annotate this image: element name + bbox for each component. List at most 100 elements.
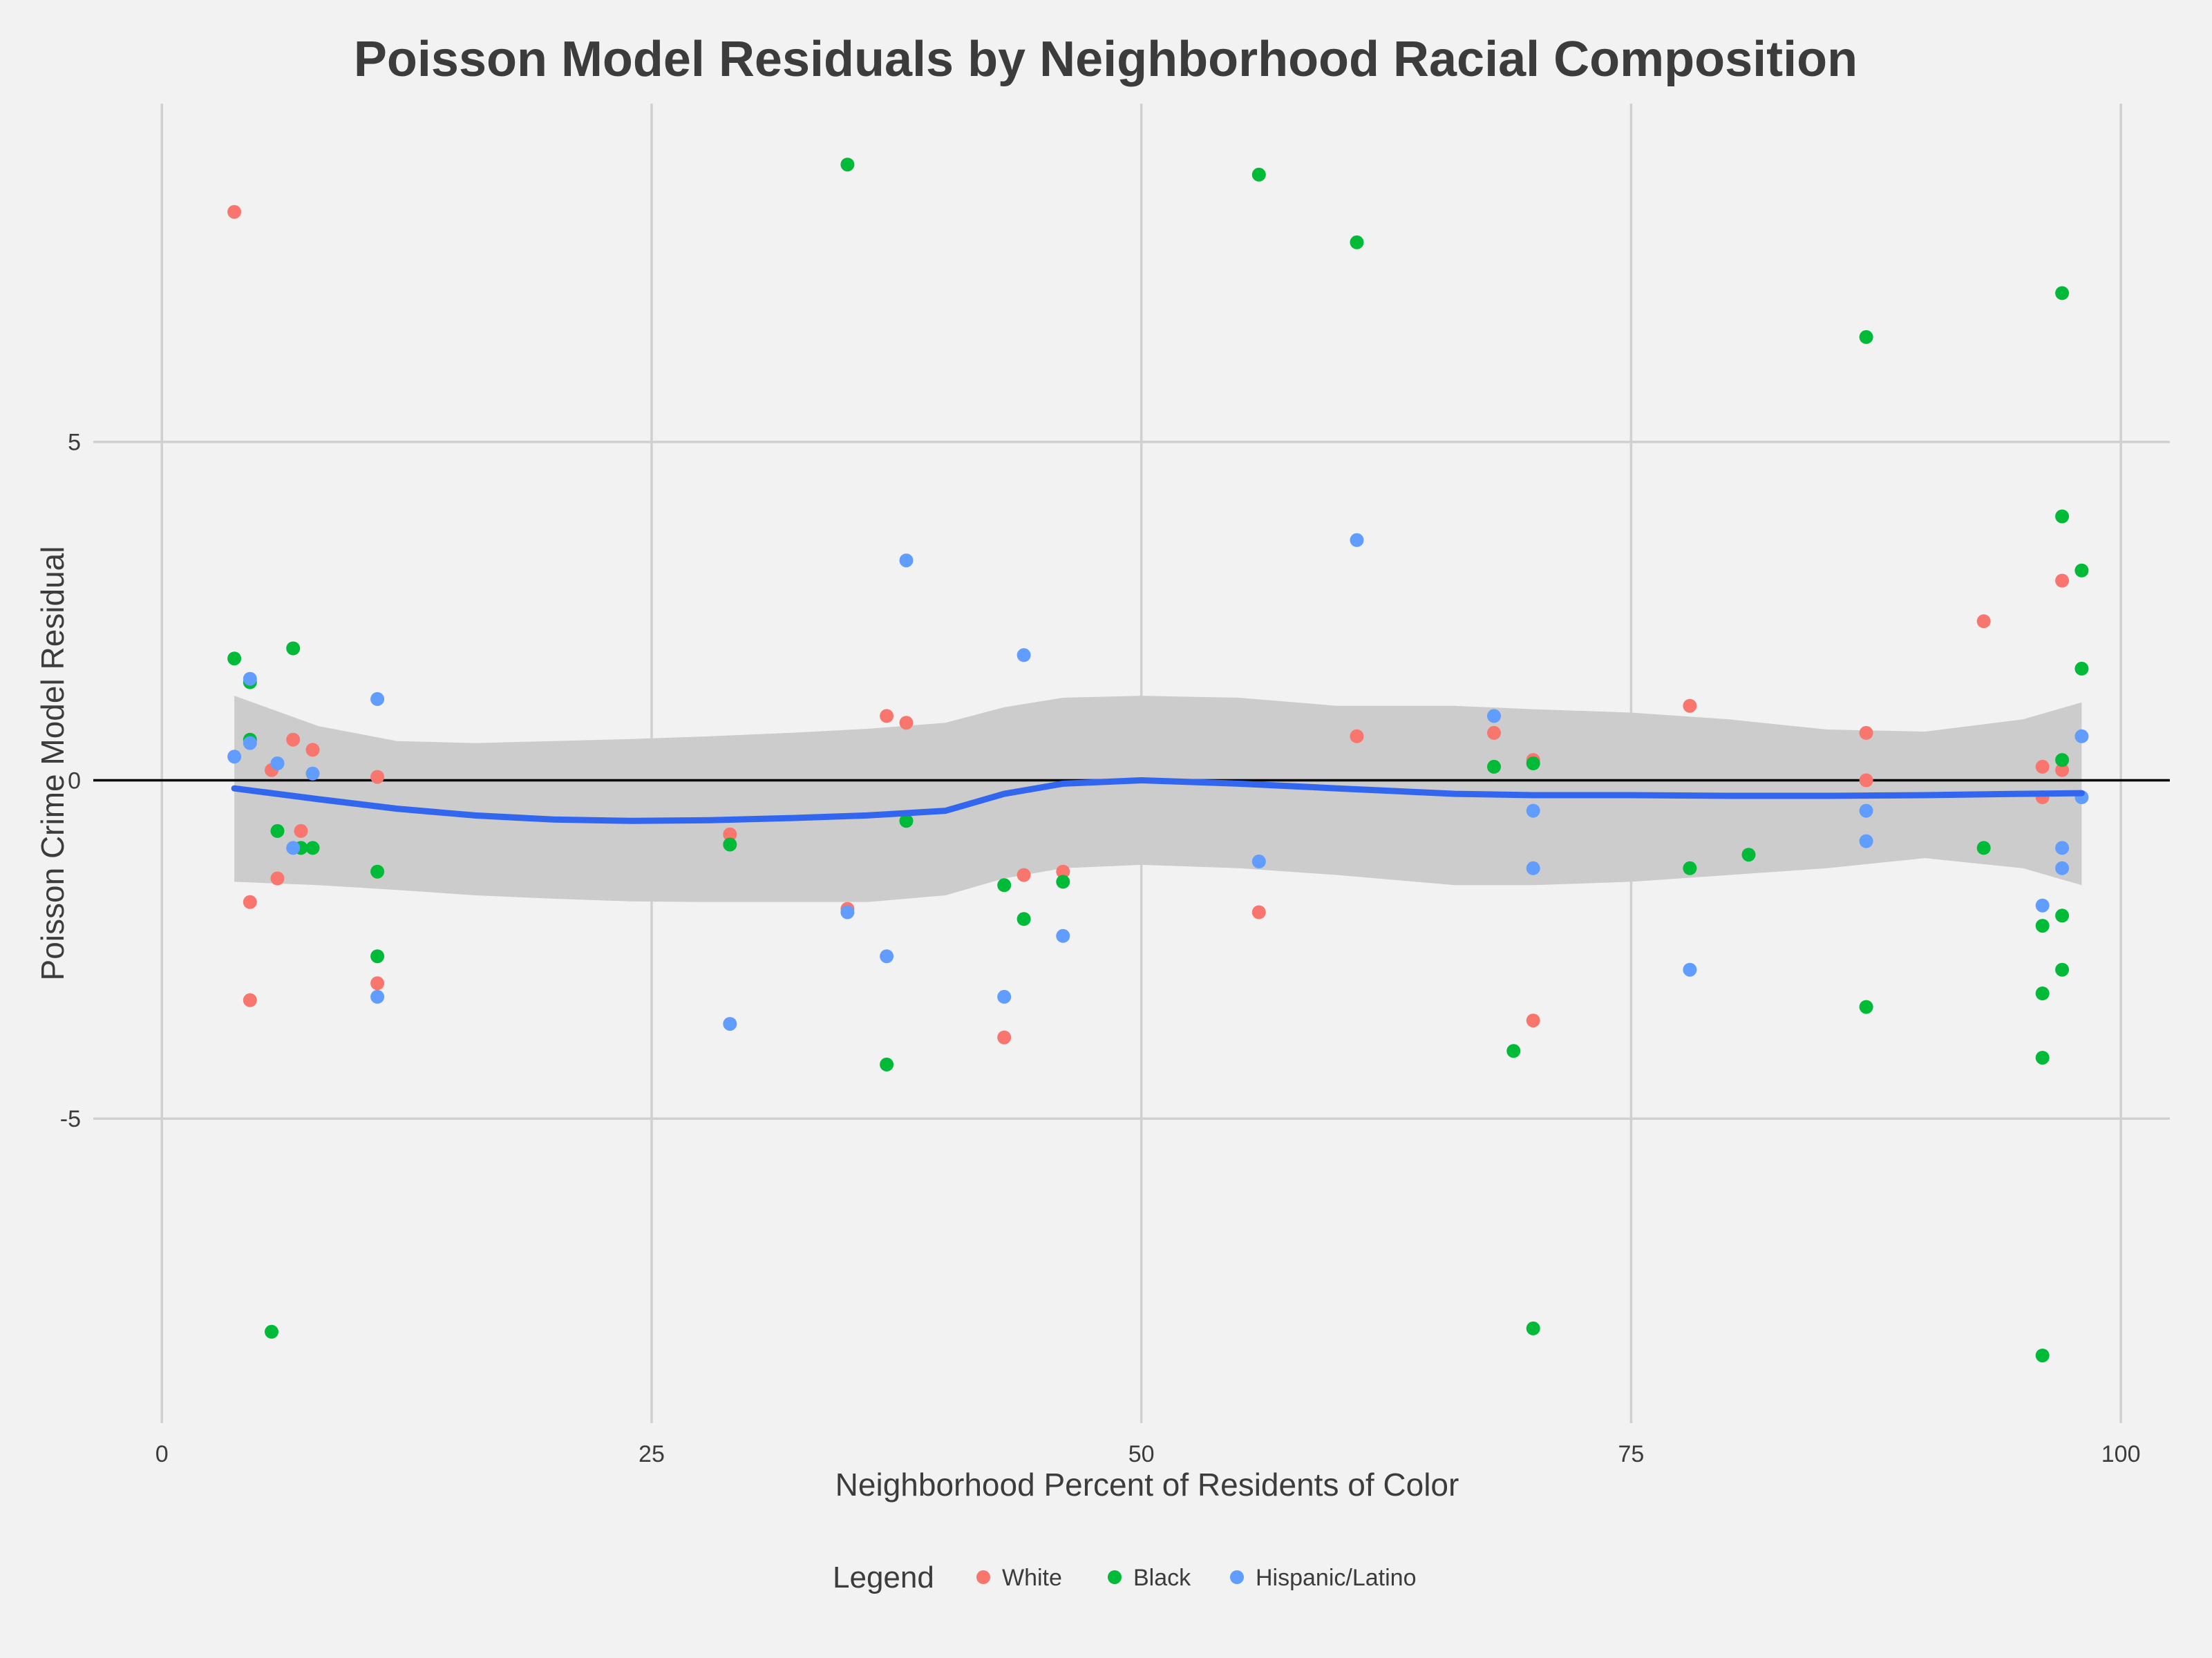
data-point (1350, 533, 1364, 547)
legend-label: White (1002, 1565, 1062, 1591)
data-point (370, 976, 385, 991)
y-tick-label: 0 (68, 768, 81, 794)
data-point (1859, 725, 1873, 740)
data-point (1017, 912, 1031, 926)
data-point (997, 878, 1012, 893)
data-point (243, 895, 257, 909)
data-point (1251, 905, 1266, 919)
legend-label: Black (1133, 1565, 1191, 1591)
data-point (1487, 759, 1501, 774)
data-point (1017, 648, 1031, 663)
data-point (2055, 908, 2070, 923)
data-point (2055, 573, 2070, 588)
data-point (2035, 1051, 2050, 1065)
legend-item: White (976, 1565, 1062, 1591)
data-point (370, 989, 385, 1004)
data-point (1859, 1000, 1873, 1014)
data-point (1683, 962, 1697, 977)
confidence-band-layer (234, 696, 2082, 902)
series-white (227, 204, 2070, 1045)
data-point (2055, 841, 2070, 855)
data-point (997, 989, 1012, 1004)
data-point (1526, 861, 1540, 875)
series-hispanic-latino (227, 533, 2089, 1031)
data-point (840, 158, 855, 172)
y-tick-label: -5 (60, 1106, 81, 1132)
data-point (227, 651, 242, 666)
data-point (305, 841, 320, 855)
chart-title: Poisson Model Residuals by Neighborhood … (354, 32, 1857, 87)
data-point (723, 837, 737, 852)
y-axis-title: Poisson Crime Model Residual (35, 546, 70, 981)
data-point (286, 732, 301, 747)
data-point (1741, 848, 1756, 862)
data-point (1251, 855, 1266, 868)
data-point (1251, 167, 1266, 182)
smooth-line (231, 777, 2085, 824)
data-point (899, 716, 914, 730)
data-point (880, 709, 894, 723)
y-tick-label: 5 (68, 430, 81, 456)
data-point (899, 553, 914, 568)
data-point (305, 766, 320, 781)
data-point (2035, 898, 2050, 913)
data-point (1683, 861, 1697, 875)
legend-item: Hispanic/Latino (1230, 1565, 1416, 1591)
data-point (2074, 563, 2089, 578)
data-point (370, 692, 385, 706)
data-point (2035, 919, 2050, 933)
x-tick-label: 50 (1128, 1441, 1155, 1467)
data-point (227, 204, 242, 219)
data-point (2035, 1349, 2050, 1363)
data-point (2055, 763, 2070, 777)
data-point (1056, 864, 1070, 879)
data-point (270, 756, 285, 770)
legend-key (1108, 1570, 1122, 1584)
data-point (880, 949, 894, 964)
data-point (270, 871, 285, 886)
data-point (2055, 286, 2070, 301)
x-tick-label: 100 (2101, 1441, 2141, 1467)
data-point (2074, 729, 2089, 743)
data-point (1350, 235, 1364, 249)
confidence-band (234, 696, 2082, 902)
data-point (2035, 987, 2050, 1000)
x-tick-label: 0 (155, 1441, 169, 1467)
x-tick-label: 75 (1618, 1441, 1644, 1467)
data-point (997, 1030, 1012, 1045)
data-point (370, 770, 385, 784)
data-point (2055, 861, 2070, 875)
data-point (1683, 698, 1697, 713)
data-point (1859, 773, 1873, 788)
data-point (243, 736, 257, 750)
legend: Legend White Black Hispanic/Latino (833, 1561, 1416, 1594)
x-axis-ticks: 0 25 50 75 100 (155, 1441, 2141, 1467)
data-point (840, 905, 855, 919)
data-point (370, 949, 385, 964)
data-point (1526, 1013, 1540, 1028)
legend-item: Black (1108, 1565, 1191, 1591)
data-point (1506, 1044, 1521, 1058)
data-point (286, 841, 301, 855)
data-point (265, 1324, 278, 1339)
y-axis-ticks: -5 0 5 (60, 430, 81, 1132)
x-tick-label: 25 (639, 1441, 665, 1467)
data-point (1976, 614, 1991, 629)
data-point (370, 864, 385, 879)
data-point (1487, 725, 1501, 740)
data-point (1859, 803, 1873, 818)
data-point (1350, 729, 1364, 743)
data-point (2055, 753, 2070, 768)
data-point (1487, 709, 1501, 723)
legend-key (976, 1570, 990, 1584)
data-point (286, 641, 301, 656)
data-point (294, 823, 308, 838)
data-point (1526, 1321, 1540, 1335)
legend-label: Hispanic/Latino (1256, 1565, 1416, 1591)
data-point (1976, 841, 1991, 855)
data-point (723, 827, 737, 841)
data-point (2055, 509, 2070, 524)
smooth-line-layer (231, 777, 2085, 824)
data-point (1526, 803, 1540, 818)
data-point (899, 814, 914, 828)
